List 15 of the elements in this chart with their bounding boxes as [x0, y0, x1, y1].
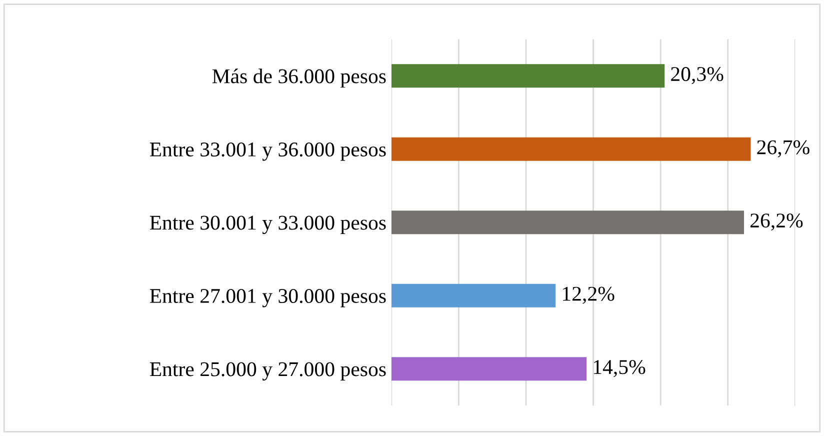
bar [391, 357, 587, 381]
data-label: 20,3% [671, 67, 724, 84]
y-tick-label: Entre 25.000 y 27.000 pesos [150, 362, 386, 381]
y-tick-label: Más de 36.000 pesos [212, 68, 386, 88]
bar [391, 284, 556, 308]
data-label: 14,5% [594, 360, 646, 378]
y-tick-label: Entre 30.001 y 33.000 pesos [150, 216, 386, 234]
y-tick-label: Entre 27.001 y 30.000 pesos [150, 288, 386, 308]
bar [391, 210, 744, 234]
data-label: 26,7% [757, 140, 810, 158]
data-label: 12,2% [562, 286, 614, 304]
y-tick-label: Entre 33.001 y 36.000 pesos [150, 142, 386, 161]
bar [391, 64, 665, 88]
data-label: 26,2% [750, 214, 803, 231]
bar [391, 137, 751, 161]
